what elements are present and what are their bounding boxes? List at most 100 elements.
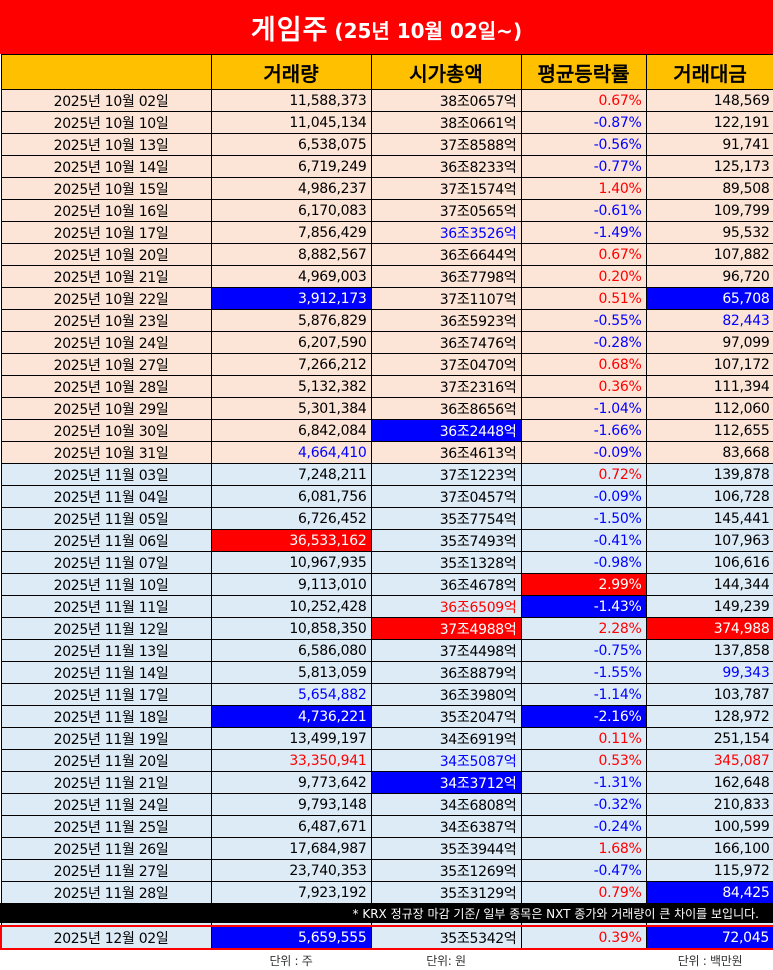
cell-volume: 6,207,590 (210, 331, 372, 354)
cell-date: 2025년 10월 14일 (0, 155, 212, 178)
cell-date: 2025년 11월 20일 (0, 749, 212, 772)
cell-change: -0.32% (520, 793, 647, 816)
cell-amount: 109,799 (645, 199, 773, 222)
cell-change: -0.61% (520, 199, 647, 222)
cell-change: 0.67% (520, 243, 647, 266)
table-row: 2025년 11월 21일 9,773,642 34조3712억 -1.31% 162,… (0, 771, 773, 794)
cell-change: 0.67% (520, 89, 647, 112)
table-row: 2025년 10월 28일 5,132,382 37조2316억 0.36% 111,3… (0, 375, 773, 398)
cell-volume: 4,986,237 (210, 177, 372, 200)
cell-date: 2025년 10월 23일 (0, 309, 212, 332)
cell-volume: 5,654,882 (210, 683, 372, 706)
cell-mcap: 36조4678억 (370, 573, 522, 596)
cell-mcap: 35조1269억 (370, 859, 522, 882)
table-row: 2025년 10월 10일 11,045,134 38조0661억 -0.87% 122… (0, 111, 773, 134)
cell-volume: 9,773,642 (210, 771, 372, 794)
cell-change: -1.66% (520, 419, 647, 442)
title-subtitle: (25년 10월 02일~) (334, 18, 523, 43)
cell-change: 0.79% (520, 881, 647, 904)
table-row: 2025년 10월 13일 6,538,075 37조8588억 -0.56% 91,7… (0, 133, 773, 156)
cell-change: -1.04% (520, 397, 647, 420)
table-row: 2025년 11월 26일 17,684,987 35조3944억 1.68% 166,… (0, 837, 773, 860)
cell-change: -1.55% (520, 661, 647, 684)
cell-volume: 4,969,003 (210, 265, 372, 288)
cell-amount: 106,728 (645, 485, 773, 508)
cell-mcap: 35조1328억 (370, 551, 522, 574)
cell-change: -0.09% (520, 485, 647, 508)
cell-change: -1.50% (520, 507, 647, 530)
cell-date: 2025년 10월 27일 (0, 353, 212, 376)
cell-mcap: 37조1107억 (370, 287, 522, 310)
units-blank-2 (521, 949, 646, 970)
cell-volume: 7,266,212 (210, 353, 372, 376)
cell-date: 2025년 11월 06일 (0, 529, 212, 552)
cell-amount: 72,045 (645, 925, 773, 950)
cell-change: -0.87% (520, 111, 647, 134)
cell-volume: 5,301,384 (210, 397, 372, 420)
header-market-cap: 시가총액 (370, 54, 522, 90)
table-row: 2025년 11월 27일 23,740,353 35조1269억 -0.47% 115… (0, 859, 773, 882)
units-market-cap: 단위: 원 (371, 949, 521, 970)
cell-date: 2025년 11월 17일 (0, 683, 212, 706)
cell-mcap: 36조8656억 (370, 397, 522, 420)
cell-amount: 139,878 (645, 463, 773, 486)
cell-change: -1.31% (520, 771, 647, 794)
table-row: 2025년 10월 16일 6,170,083 37조0565억 -0.61% 109,… (0, 199, 773, 222)
cell-change: -0.09% (520, 441, 647, 464)
cell-date: 2025년 11월 26일 (0, 837, 212, 860)
table-row: 2025년 11월 18일 4,736,221 35조2047억 -2.16% 128,… (0, 705, 773, 728)
cell-amount: 148,569 (645, 89, 773, 112)
cell-mcap: 34조6808억 (370, 793, 522, 816)
table-body: 2025년 10월 02일 11,588,373 38조0657억 0.67% 148,… (0, 89, 773, 950)
cell-mcap: 37조2316억 (370, 375, 522, 398)
cell-mcap: 36조8233억 (370, 155, 522, 178)
cell-volume: 5,876,829 (210, 309, 372, 332)
cell-date: 2025년 12월 02일 (0, 925, 212, 950)
cell-volume: 23,740,353 (210, 859, 372, 882)
cell-date: 2025년 10월 02일 (0, 89, 212, 112)
cell-volume: 10,967,935 (210, 551, 372, 574)
table-row: 2025년 11월 25일 6,487,671 34조6387억 -0.24% 100,… (0, 815, 773, 838)
cell-amount: 100,599 (645, 815, 773, 838)
cell-amount: 145,441 (645, 507, 773, 530)
cell-amount: 97,099 (645, 331, 773, 354)
header-row: 거래량 시가총액 평균등락률 거래대금 (0, 54, 773, 90)
cell-amount: 99,343 (645, 661, 773, 684)
cell-date: 2025년 10월 10일 (0, 111, 212, 134)
cell-date: 2025년 10월 24일 (0, 331, 212, 354)
cell-volume: 9,793,148 (210, 793, 372, 816)
cell-volume: 7,248,211 (210, 463, 372, 486)
cell-change: -2.16% (520, 705, 647, 728)
header-avg-change: 평균등락률 (520, 54, 647, 90)
cell-mcap: 35조7493억 (370, 529, 522, 552)
table-row: 2025년 11월 06일 36,533,162 35조7493억 -0.41% 107… (0, 529, 773, 552)
cell-mcap: 36조3526억 (370, 221, 522, 244)
cell-amount: 144,344 (645, 573, 773, 596)
cell-date: 2025년 10월 28일 (0, 375, 212, 398)
units-blank (1, 949, 211, 970)
cell-mcap: 36조6644억 (370, 243, 522, 266)
cell-change: 0.53% (520, 749, 647, 772)
cell-change: 1.40% (520, 177, 647, 200)
cell-volume: 7,856,429 (210, 221, 372, 244)
cell-amount: 82,443 (645, 309, 773, 332)
cell-amount: 111,394 (645, 375, 773, 398)
cell-amount: 95,532 (645, 221, 773, 244)
cell-mcap: 34조5087억 (370, 749, 522, 772)
cell-volume: 5,813,059 (210, 661, 372, 684)
cell-date: 2025년 10월 15일 (0, 177, 212, 200)
cell-date: 2025년 11월 11일 (0, 595, 212, 618)
cell-mcap: 37조8588억 (370, 133, 522, 156)
cell-mcap: 35조5342억 (370, 925, 522, 950)
cell-change: 0.39% (520, 925, 647, 950)
cell-amount: 149,239 (645, 595, 773, 618)
cell-mcap: 37조0565억 (370, 199, 522, 222)
cell-date: 2025년 10월 31일 (0, 441, 212, 464)
table-row: 2025년 12월 02일 5,659,555 35조5342억 0.39% 72,04… (0, 925, 773, 950)
cell-mcap: 37조0457억 (370, 485, 522, 508)
cell-amount: 112,655 (645, 419, 773, 442)
cell-mcap: 37조0470억 (370, 353, 522, 376)
cell-mcap: 38조0657억 (370, 89, 522, 112)
cell-amount: 83,668 (645, 441, 773, 464)
cell-date: 2025년 10월 13일 (0, 133, 212, 156)
